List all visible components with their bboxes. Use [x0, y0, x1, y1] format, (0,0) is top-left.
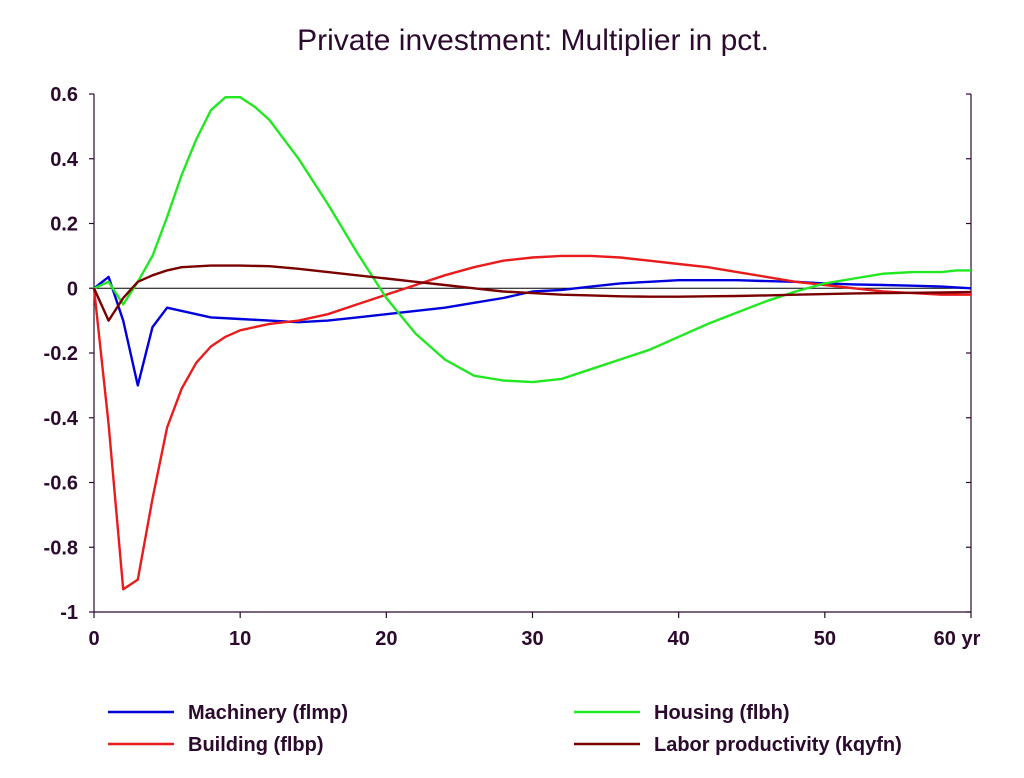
chart-title: Private investment: Multiplier in pct. — [297, 24, 769, 57]
x-tick-label: 0 — [88, 628, 99, 650]
series-line-3 — [93, 95, 971, 384]
series-line-2 — [92, 254, 971, 591]
y-tick-label: -0.8 — [44, 537, 78, 559]
x-tick-label: 40 — [668, 628, 690, 650]
x-axis: 0 10 20 30 40 50 60 yr — [88, 612, 981, 650]
legend-label: Labor productivity (kqyfn) — [654, 734, 902, 756]
y-tick-label: 0.2 — [50, 214, 78, 236]
x-tick-label: 30 — [521, 628, 543, 650]
legend-label: Machinery (flmp) — [188, 702, 348, 724]
y-tick-label: 0 — [67, 278, 78, 300]
x-tick-label: 10 — [229, 628, 251, 650]
series-line-4 — [92, 264, 972, 322]
legend-label: Housing (flbh) — [654, 702, 790, 724]
y-tick-label: 0.6 — [50, 84, 78, 106]
y-axis: 0.6 0.4 0.2 0 -0.2 -0.4 -0.6 -0.8 -1 — [44, 84, 971, 624]
y-tick-label: -1 — [60, 602, 78, 624]
legend: Machinery (flmp) Building (flbp) Housing (… — [108, 702, 902, 756]
y-tick-label: -0.6 — [44, 473, 78, 495]
x-tick-label: 50 — [814, 628, 836, 650]
y-tick-label: 0.4 — [50, 149, 79, 171]
series-layer — [92, 95, 972, 591]
legend-label: Building (flbp) — [188, 734, 324, 756]
y-tick-label: -0.2 — [44, 343, 78, 365]
x-tick-label: 60 yr — [934, 628, 981, 650]
plot-frame — [93, 94, 972, 613]
y-tick-label: -0.4 — [44, 408, 79, 430]
x-tick-label: 20 — [375, 628, 397, 650]
